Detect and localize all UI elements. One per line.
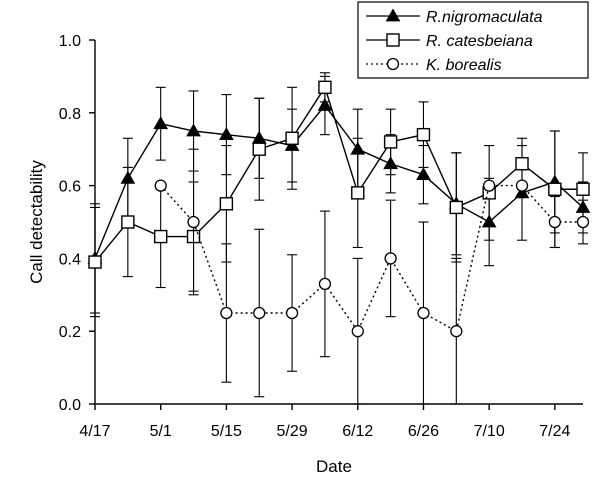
data-point [186,123,201,137]
x-axis-title: Date [316,457,352,476]
x-tick-label: 5/1 [150,423,172,440]
data-point [285,306,299,320]
data-point [515,157,529,171]
y-tick-label: 1.0 [59,33,81,50]
legend-marker [386,33,400,47]
series-line [94,85,583,263]
data-point [384,252,397,265]
legend-marker [386,57,400,71]
y-tick-label: 0.0 [59,397,81,414]
data-point [154,179,167,192]
data-point [318,277,332,291]
x-tick-label: 6/26 [408,423,439,440]
data-point [548,215,561,229]
data-point [383,135,398,149]
data-point [351,325,364,338]
y-tick-label: 0.6 [59,179,81,196]
data-point [187,215,200,229]
legend-label: R.nigromaculata [426,9,543,26]
series-circle [154,148,590,405]
data-point [450,325,463,338]
series-square [88,72,590,318]
data-point [351,186,365,200]
data-point [576,215,590,229]
data-point [88,255,102,269]
legend-label: R. catesbeiana [426,33,533,50]
data-point [153,229,168,244]
y-axis-title: Call detectability [27,160,46,284]
y-tick-label: 0.8 [59,106,81,123]
data-point [515,179,529,192]
data-point [252,142,266,156]
series-triangle [87,75,591,314]
data-point [219,197,234,211]
data-point [483,179,496,192]
x-tick-label: 5/29 [277,423,308,440]
data-point [416,127,431,142]
data-point [417,306,430,320]
data-point [416,167,431,181]
data-point [576,182,590,196]
data-point [449,200,464,215]
x-tick-label: 4/17 [79,423,110,440]
data-point [285,131,299,145]
legend-label: K. borealis [426,57,502,74]
x-tick-label: 7/24 [539,423,570,440]
x-tick-label: 5/15 [211,423,242,440]
data-point [219,127,234,141]
y-tick-label: 0.2 [59,324,81,341]
data-point [220,306,233,320]
series-line [94,104,584,259]
data-point [514,185,530,199]
data-point [253,306,266,320]
data-point [318,80,332,95]
y-tick-label: 0.4 [59,251,81,268]
legend-marker [385,8,401,22]
data-point [548,182,562,196]
x-tick-label: 7/10 [474,423,505,440]
data-point [153,116,169,130]
x-tick-label: 6/12 [342,423,373,440]
data-point [121,215,135,229]
data-point [317,98,333,111]
